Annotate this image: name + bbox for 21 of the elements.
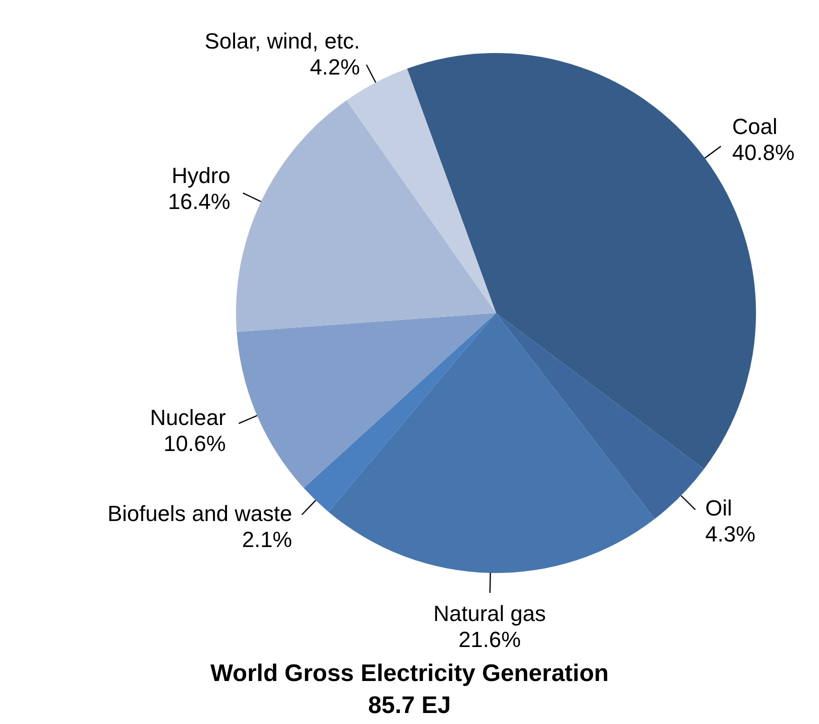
pie-slice [236, 100, 496, 332]
data-label: 2.1% [242, 526, 292, 552]
slice-label: Solar, wind, etc. [204, 28, 360, 54]
slice-label: Coal [732, 114, 778, 139]
pie-slice [236, 313, 496, 488]
pie-slice [304, 313, 496, 512]
pie-slice [328, 313, 655, 573]
data-label: 4.3% [705, 522, 756, 547]
data-label: 10.6% [163, 431, 226, 456]
data-label: 21.6% [458, 626, 521, 652]
data-label: 16.4% [168, 189, 230, 214]
data-label: 4.2% [310, 54, 360, 80]
slice-label: Oil [705, 496, 732, 521]
data-label: 40.8% [732, 140, 795, 165]
text: 85.7 EJ [367, 691, 452, 721]
slice-label: Nuclear [150, 405, 226, 430]
text: World Gross Electricity Generation [209, 659, 610, 689]
slice-label: Natural gas [433, 600, 546, 626]
slice-label: Hydro [172, 163, 230, 188]
slice-label: Biofuels and waste [107, 500, 292, 526]
pie-slice [496, 313, 704, 519]
